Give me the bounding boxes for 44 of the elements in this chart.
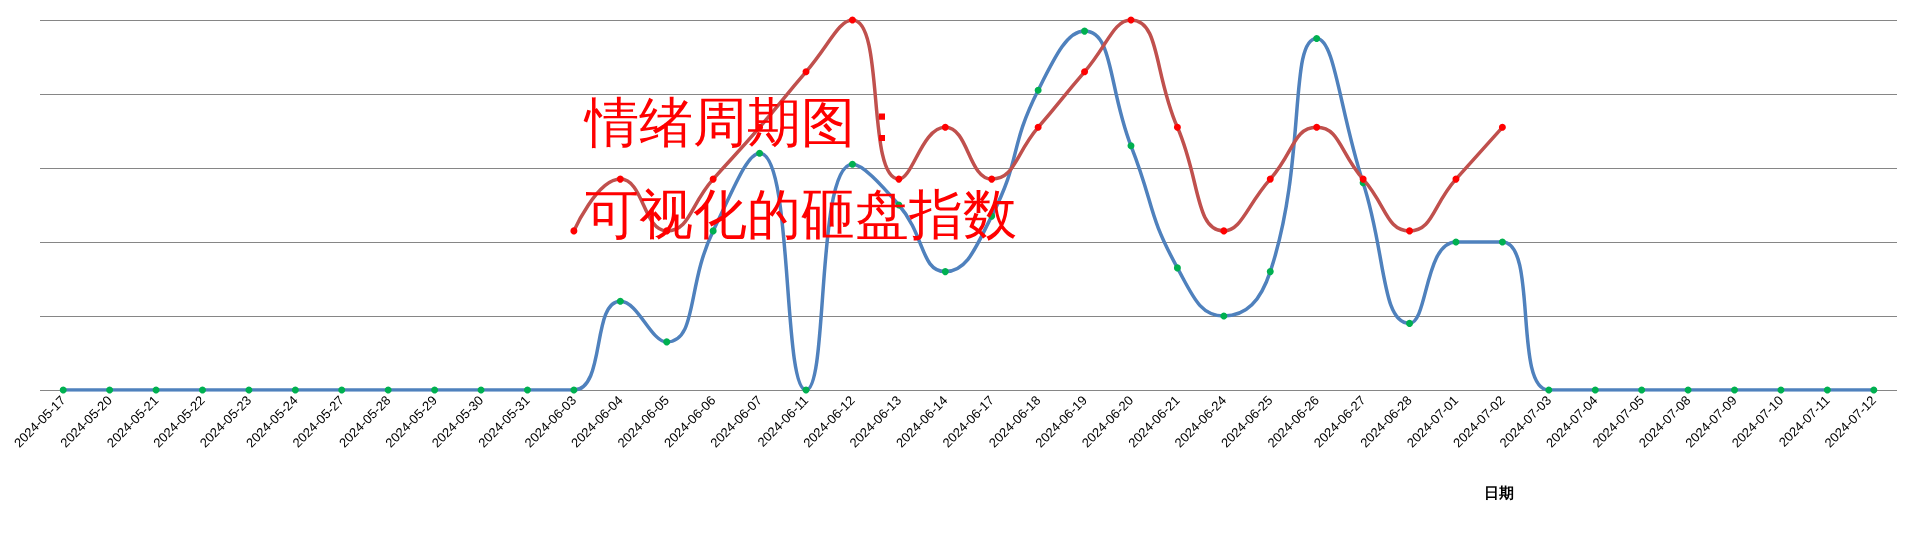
- point: [1034, 123, 1042, 131]
- point: [1591, 386, 1599, 394]
- point: [1870, 386, 1878, 394]
- point: [106, 386, 114, 394]
- point: [1173, 123, 1181, 131]
- point: [1313, 123, 1321, 131]
- point: [663, 338, 671, 346]
- point: [291, 386, 299, 394]
- point: [1266, 175, 1274, 183]
- point: [384, 386, 392, 394]
- point: [1081, 68, 1089, 76]
- point: [338, 386, 346, 394]
- point: [988, 175, 996, 183]
- point: [616, 175, 624, 183]
- point: [1034, 86, 1042, 94]
- point: [848, 16, 856, 24]
- point: [1498, 123, 1506, 131]
- point: [1406, 227, 1414, 235]
- point: [1406, 319, 1414, 327]
- point: [941, 268, 949, 276]
- point: [1127, 142, 1135, 150]
- point: [59, 386, 67, 394]
- point: [431, 386, 439, 394]
- point: [1498, 238, 1506, 246]
- point: [616, 297, 624, 305]
- point: [1359, 175, 1367, 183]
- point: [198, 386, 206, 394]
- point: [523, 386, 531, 394]
- point: [941, 123, 949, 131]
- point: [1545, 386, 1553, 394]
- point: [1266, 268, 1274, 276]
- point: [570, 227, 578, 235]
- point: [895, 175, 903, 183]
- point: [1081, 27, 1089, 35]
- x-axis-title: 日期: [1483, 483, 1514, 502]
- point: [802, 68, 810, 76]
- point: [1313, 35, 1321, 42]
- point: [1638, 386, 1646, 394]
- point: [709, 175, 717, 183]
- point: [848, 160, 856, 168]
- point: [1731, 386, 1739, 394]
- point: [1823, 386, 1831, 394]
- point: [1220, 227, 1228, 235]
- point: [1173, 264, 1181, 272]
